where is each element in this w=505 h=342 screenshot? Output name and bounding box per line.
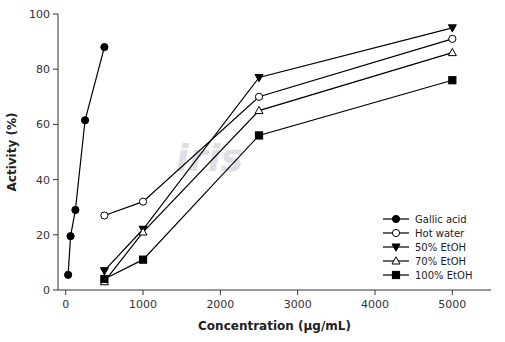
y-tick — [53, 179, 58, 180]
data-point — [448, 25, 456, 32]
data-point — [449, 35, 456, 42]
x-tick-label: 4000 — [361, 298, 389, 311]
legend: Gallic acid Hot water 50% EtOH 70% EtOH 100%… — [383, 214, 472, 281]
data-point — [101, 44, 108, 51]
y-tick-label: 60 — [36, 118, 50, 131]
legend-marker — [392, 271, 399, 278]
data-point — [255, 132, 262, 139]
y-axis-line — [58, 14, 59, 290]
x-tick-label: 1000 — [129, 298, 157, 311]
legend-label: 70% EtOH — [415, 256, 466, 267]
data-point — [255, 74, 263, 81]
data-point — [101, 275, 108, 282]
axes: 0 1000 2000 3000 4000 5000 0 20 40 60 80 100 — [29, 8, 491, 311]
series-line — [104, 28, 452, 271]
x-tick-label: 3000 — [284, 298, 312, 311]
y-tick — [53, 290, 58, 291]
y-tick-label: 0 — [43, 284, 50, 297]
data-point — [139, 228, 147, 235]
chart: iris010002000300040005000020406080100Con… — [0, 0, 505, 342]
plot-marks — [65, 25, 457, 285]
y-tick — [53, 14, 58, 15]
data-point — [65, 271, 72, 278]
data-point — [100, 268, 108, 275]
data-point — [72, 206, 79, 213]
y-tick — [53, 69, 58, 70]
x-tick — [297, 290, 298, 295]
legend-marker — [392, 229, 399, 236]
series-line — [104, 53, 452, 282]
data-point — [255, 93, 262, 100]
series-line — [104, 80, 452, 279]
y-axis-label: Activity (%) — [5, 113, 19, 192]
y-tick-label: 20 — [36, 229, 50, 242]
x-tick-label: 0 — [62, 298, 69, 311]
y-tick — [53, 234, 58, 235]
legend-label: Hot water — [415, 228, 465, 239]
x-axis-label: Concentration (μg/mL) — [198, 319, 351, 333]
data-point — [255, 106, 263, 113]
data-point — [67, 233, 74, 240]
x-axis-line — [58, 290, 491, 291]
legend-label: Gallic acid — [415, 214, 467, 225]
legend-marker — [392, 215, 399, 222]
y-tick-label: 40 — [36, 174, 50, 187]
data-point — [448, 48, 456, 55]
x-tick — [452, 290, 453, 295]
data-point — [139, 256, 146, 263]
x-tick — [220, 290, 221, 295]
data-point — [139, 198, 146, 205]
x-tick-label: 5000 — [438, 298, 466, 311]
legend-marker — [392, 257, 400, 264]
data-point — [449, 77, 456, 84]
data-point — [101, 212, 108, 219]
y-tick-label: 100 — [29, 8, 50, 21]
legend-marker — [392, 244, 400, 251]
x-tick — [65, 290, 66, 295]
x-tick — [143, 290, 144, 295]
series-line — [68, 47, 104, 275]
y-tick — [53, 124, 58, 125]
y-tick-label: 80 — [36, 63, 50, 76]
legend-label: 50% EtOH — [415, 242, 466, 253]
x-tick-label: 2000 — [206, 298, 234, 311]
legend-label: 100% EtOH — [415, 270, 472, 281]
data-point — [81, 117, 88, 124]
x-tick — [375, 290, 376, 295]
series-line — [104, 39, 452, 216]
